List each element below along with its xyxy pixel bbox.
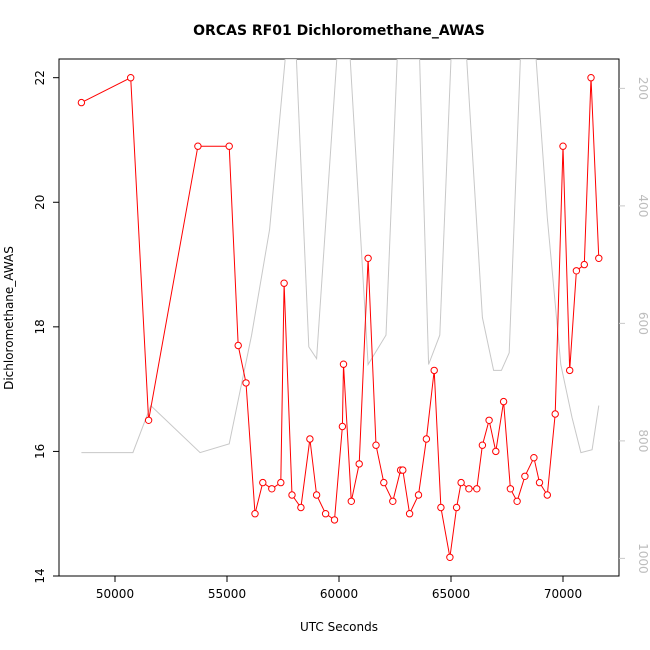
data-point: [277, 478, 285, 487]
data-point: [543, 491, 551, 499]
data-point: [380, 478, 388, 487]
data-point: [506, 485, 515, 493]
data-point: [321, 510, 330, 518]
data-point: [492, 447, 500, 456]
data-point: [306, 435, 314, 443]
data-point: [437, 503, 445, 512]
data-point: [288, 491, 296, 499]
data-point: [521, 472, 529, 480]
y-tick-label: 14: [33, 568, 47, 583]
data-point: [242, 379, 250, 387]
x-tick-label: 50000: [96, 587, 134, 601]
data-point: [144, 416, 153, 424]
data-point: [414, 491, 423, 499]
data-point: [452, 503, 461, 512]
data-point: [559, 142, 567, 150]
primary-series-layer: [77, 74, 603, 561]
data-point: [364, 254, 372, 262]
data-point: [194, 142, 202, 150]
data-point: [422, 435, 431, 443]
y-axis-label: Dichloromethane_AWAS: [2, 246, 16, 390]
x-tick-label: 55000: [208, 587, 246, 601]
data-point: [457, 478, 465, 487]
data-point: [485, 416, 493, 424]
data-point: [566, 366, 574, 375]
data-point: [595, 254, 603, 262]
data-point: [530, 454, 538, 462]
data-point: [338, 422, 347, 431]
y2-tick-label: 400: [636, 194, 650, 217]
data-point: [587, 74, 595, 82]
data-point: [355, 460, 363, 468]
data-point: [513, 497, 521, 505]
x-tick-label: 60000: [320, 587, 358, 601]
y-tick-label: 16: [33, 444, 47, 459]
data-point: [225, 142, 233, 150]
data-point: [405, 510, 414, 518]
data-point: [572, 267, 581, 275]
data-point: [297, 503, 305, 512]
y2-tick-label: 200: [636, 77, 650, 100]
data-point: [234, 341, 242, 350]
data-point: [251, 510, 259, 518]
secondary-series-layer: [81, 59, 600, 454]
data-point: [268, 485, 276, 493]
data-point: [127, 74, 135, 82]
y2-tick-label: 800: [636, 429, 650, 452]
data-point: [430, 366, 438, 375]
data-point: [389, 497, 397, 505]
data-point: [478, 441, 487, 449]
data-point: [259, 478, 267, 487]
data-point: [372, 441, 380, 449]
x-tick-label: 70000: [544, 587, 582, 601]
data-point: [499, 397, 508, 406]
data-point: [551, 410, 559, 418]
data-point: [339, 360, 348, 368]
data-point: [399, 466, 407, 474]
data-point: [280, 279, 288, 287]
y-tick-label: 22: [33, 70, 47, 85]
y-tick-label: 18: [33, 319, 47, 334]
data-point: [580, 260, 588, 269]
data-point: [473, 485, 481, 493]
x-axis-label: UTC Seconds: [300, 620, 378, 634]
y2-tick-label: 1000: [636, 543, 650, 574]
data-point: [347, 497, 355, 505]
data-point: [465, 485, 473, 493]
data-point: [330, 516, 339, 524]
y2-tick-label: 600: [636, 312, 650, 335]
chart-title: ORCAS RF01 Dichloromethane_AWAS: [193, 23, 485, 39]
axes-layer: 50000 55000 60000 65000 70000 14 16 18 20 22 200 40…: [33, 70, 650, 601]
data-point: [312, 491, 321, 499]
data-point: [77, 98, 86, 107]
x-tick-label: 65000: [432, 587, 470, 601]
y-tick-label: 20: [33, 195, 47, 210]
data-point: [446, 553, 454, 561]
primary-series-line: [81, 76, 600, 558]
secondary-series-line: [81, 59, 600, 454]
data-point: [535, 478, 544, 487]
